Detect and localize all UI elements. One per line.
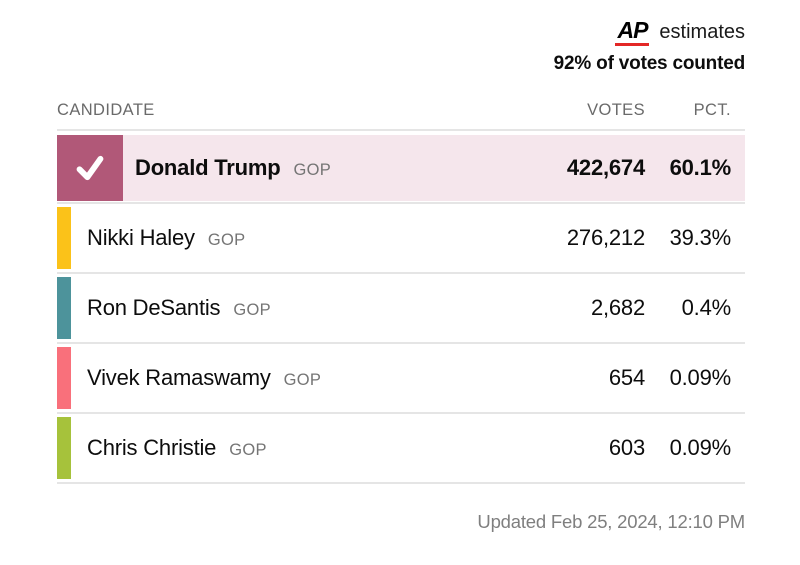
table-row: Chris Christie GOP 603 0.09% xyxy=(57,417,745,479)
ap-estimates-line: AP estimates xyxy=(615,16,745,48)
winner-marker xyxy=(57,135,123,201)
attribution-header: AP estimates 92% of votes counted xyxy=(57,16,746,75)
candidate-cell: Vivek Ramaswamy GOP xyxy=(71,365,500,391)
results-table: CANDIDATE VOTES PCT. Donald Trump GOP 42… xyxy=(57,101,745,484)
candidate-cell: Chris Christie GOP xyxy=(71,435,500,461)
votes-counted-status: 92% of votes counted xyxy=(553,53,746,74)
party-label: GOP xyxy=(283,371,322,389)
candidate-color-bar xyxy=(57,417,71,479)
candidate-cell: Ron DeSantis GOP xyxy=(71,295,500,321)
row-divider xyxy=(57,202,745,204)
votes-value: 276,212 xyxy=(566,225,645,250)
votes-value: 2,682 xyxy=(590,295,645,320)
party-label: GOP xyxy=(293,161,332,179)
candidate-name: Vivek Ramaswamy xyxy=(87,365,271,390)
column-header-pct: PCT. xyxy=(693,101,731,119)
party-label: GOP xyxy=(233,301,271,319)
candidate-color-bar xyxy=(57,207,71,269)
pct-value: 60.1% xyxy=(669,155,732,180)
party-label: GOP xyxy=(207,231,246,249)
candidate-name: Nikki Haley xyxy=(87,225,195,250)
updated-timestamp: Updated Feb 25, 2024, 12:10 PM xyxy=(477,511,745,532)
estimates-label: estimates xyxy=(659,20,745,43)
column-header-candidate: CANDIDATE xyxy=(57,101,155,119)
row-divider xyxy=(57,342,745,344)
pct-value: 0.4% xyxy=(681,295,732,320)
checkmark-icon xyxy=(76,155,104,181)
votes-value: 603 xyxy=(608,435,645,460)
votes-value: 654 xyxy=(608,365,645,390)
table-row: Ron DeSantis GOP 2,682 0.4% xyxy=(57,277,745,339)
column-header-votes: VOTES xyxy=(587,101,645,119)
candidate-name: Ron DeSantis xyxy=(87,295,221,320)
table-row: Donald Trump GOP 422,674 60.1% xyxy=(57,135,745,201)
pct-value: 39.3% xyxy=(669,225,732,250)
row-divider xyxy=(57,482,745,484)
candidate-color-bar xyxy=(57,277,71,339)
candidate-cell: Nikki Haley GOP xyxy=(71,225,500,251)
table-row: Nikki Haley GOP 276,212 39.3% xyxy=(57,207,745,269)
candidate-cell: Donald Trump GOP xyxy=(123,155,500,181)
table-header-row: CANDIDATE VOTES PCT. xyxy=(57,101,745,129)
pct-value: 0.09% xyxy=(669,365,732,390)
candidate-name: Donald Trump xyxy=(135,155,281,180)
party-label: GOP xyxy=(229,441,267,459)
table-row: Vivek Ramaswamy GOP 654 0.09% xyxy=(57,347,745,409)
ap-logo: AP xyxy=(615,18,650,46)
header-divider xyxy=(57,129,745,131)
row-divider xyxy=(57,412,745,414)
candidate-name: Chris Christie xyxy=(87,435,217,460)
row-divider xyxy=(57,272,745,274)
candidate-color-bar xyxy=(57,347,71,409)
pct-value: 0.09% xyxy=(669,435,732,460)
votes-value: 422,674 xyxy=(566,155,645,180)
